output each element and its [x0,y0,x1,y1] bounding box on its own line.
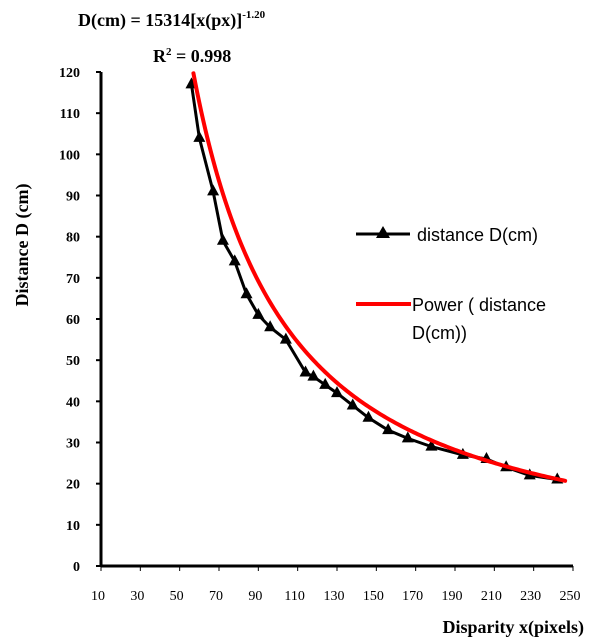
x-tick-label: 10 [91,589,105,604]
data-point-triangle [240,287,253,299]
y-tick-label: 20 [66,478,80,493]
y-tick-label: 100 [59,148,80,163]
data-point-triangle [228,254,241,266]
x-tick-label: 70 [209,589,223,604]
x-tick-label: 250 [560,589,581,604]
y-tick-label: 70 [66,272,80,287]
series-distance-line [189,84,558,482]
y-tick-label: 110 [60,107,80,122]
data-point-triangle [401,431,414,443]
chart-title-equation: D(cm) = 15314[x(px)]-1.20 [78,9,266,31]
data-point-triangle [299,365,312,377]
data-point-triangle [331,386,343,398]
y-tick-label: 50 [66,354,80,369]
legend-label-series-2-line2: D(cm)) [412,323,467,343]
data-point-triangle [207,184,220,196]
title-exponent: -1.20 [242,9,265,21]
y-ticks: 0 10 20 30 40 50 60 70 80 90 100 110 120 [59,66,101,575]
data-point-triangle [425,439,438,451]
y-tick-label: 80 [66,231,80,246]
x-tick-label: 50 [170,589,184,604]
r2-suffix: = 0.998 [172,46,232,66]
data-point-triangle [216,233,229,245]
title-equation-text: D(cm) = 15314[x(px)] [78,10,242,31]
legend-label-series-1: distance D(cm) [417,225,538,245]
y-tick-label: 40 [66,395,80,410]
data-point-triangle [252,307,265,319]
x-tick-label: 210 [481,589,502,604]
y-tick-label: 10 [66,519,80,534]
y-tick-label: 60 [66,313,80,328]
legend-triangle-marker-icon [376,226,390,238]
x-tick-label: 170 [402,589,423,604]
data-point-triangle [362,410,375,422]
y-tick-label: 120 [59,66,80,81]
x-ticks: 10 30 50 70 90 110 130 150 170 190 210 230 250 [91,566,581,604]
y-tick-label: 90 [66,190,80,205]
y-tick-label: 30 [66,437,80,452]
series-power-fit-line [191,71,568,483]
legend: distance D(cm) Power ( distance D(cm)) [356,225,546,343]
x-tick-label: 90 [248,589,262,604]
y-axis-label: Distance D (cm) [12,184,33,307]
x-tick-label: 110 [284,589,304,604]
legend-label-series-2-line1: Power ( distance [412,295,546,315]
x-tick-label: 190 [442,589,463,604]
r2-prefix: R [153,46,167,66]
x-tick-label: 230 [520,589,541,604]
x-tick-label: 30 [130,589,144,604]
data-point-triangle [279,332,292,344]
x-tick-label: 130 [324,589,345,604]
r2-sup: 2 [166,46,172,58]
plot-area [185,71,568,484]
data-point-triangle [193,130,206,142]
data-point-triangle [382,423,395,435]
x-tick-label: 150 [363,589,384,604]
data-point-triangle [307,369,320,381]
x-axis-label: Disparity x(pixels) [443,617,585,638]
data-point-triangle [319,377,332,389]
data-point-triangle [346,398,359,410]
y-tick-label: 0 [73,560,80,575]
chart-title-r-squared: R2 = 0.998 [153,46,231,66]
data-point-triangle [264,320,277,332]
